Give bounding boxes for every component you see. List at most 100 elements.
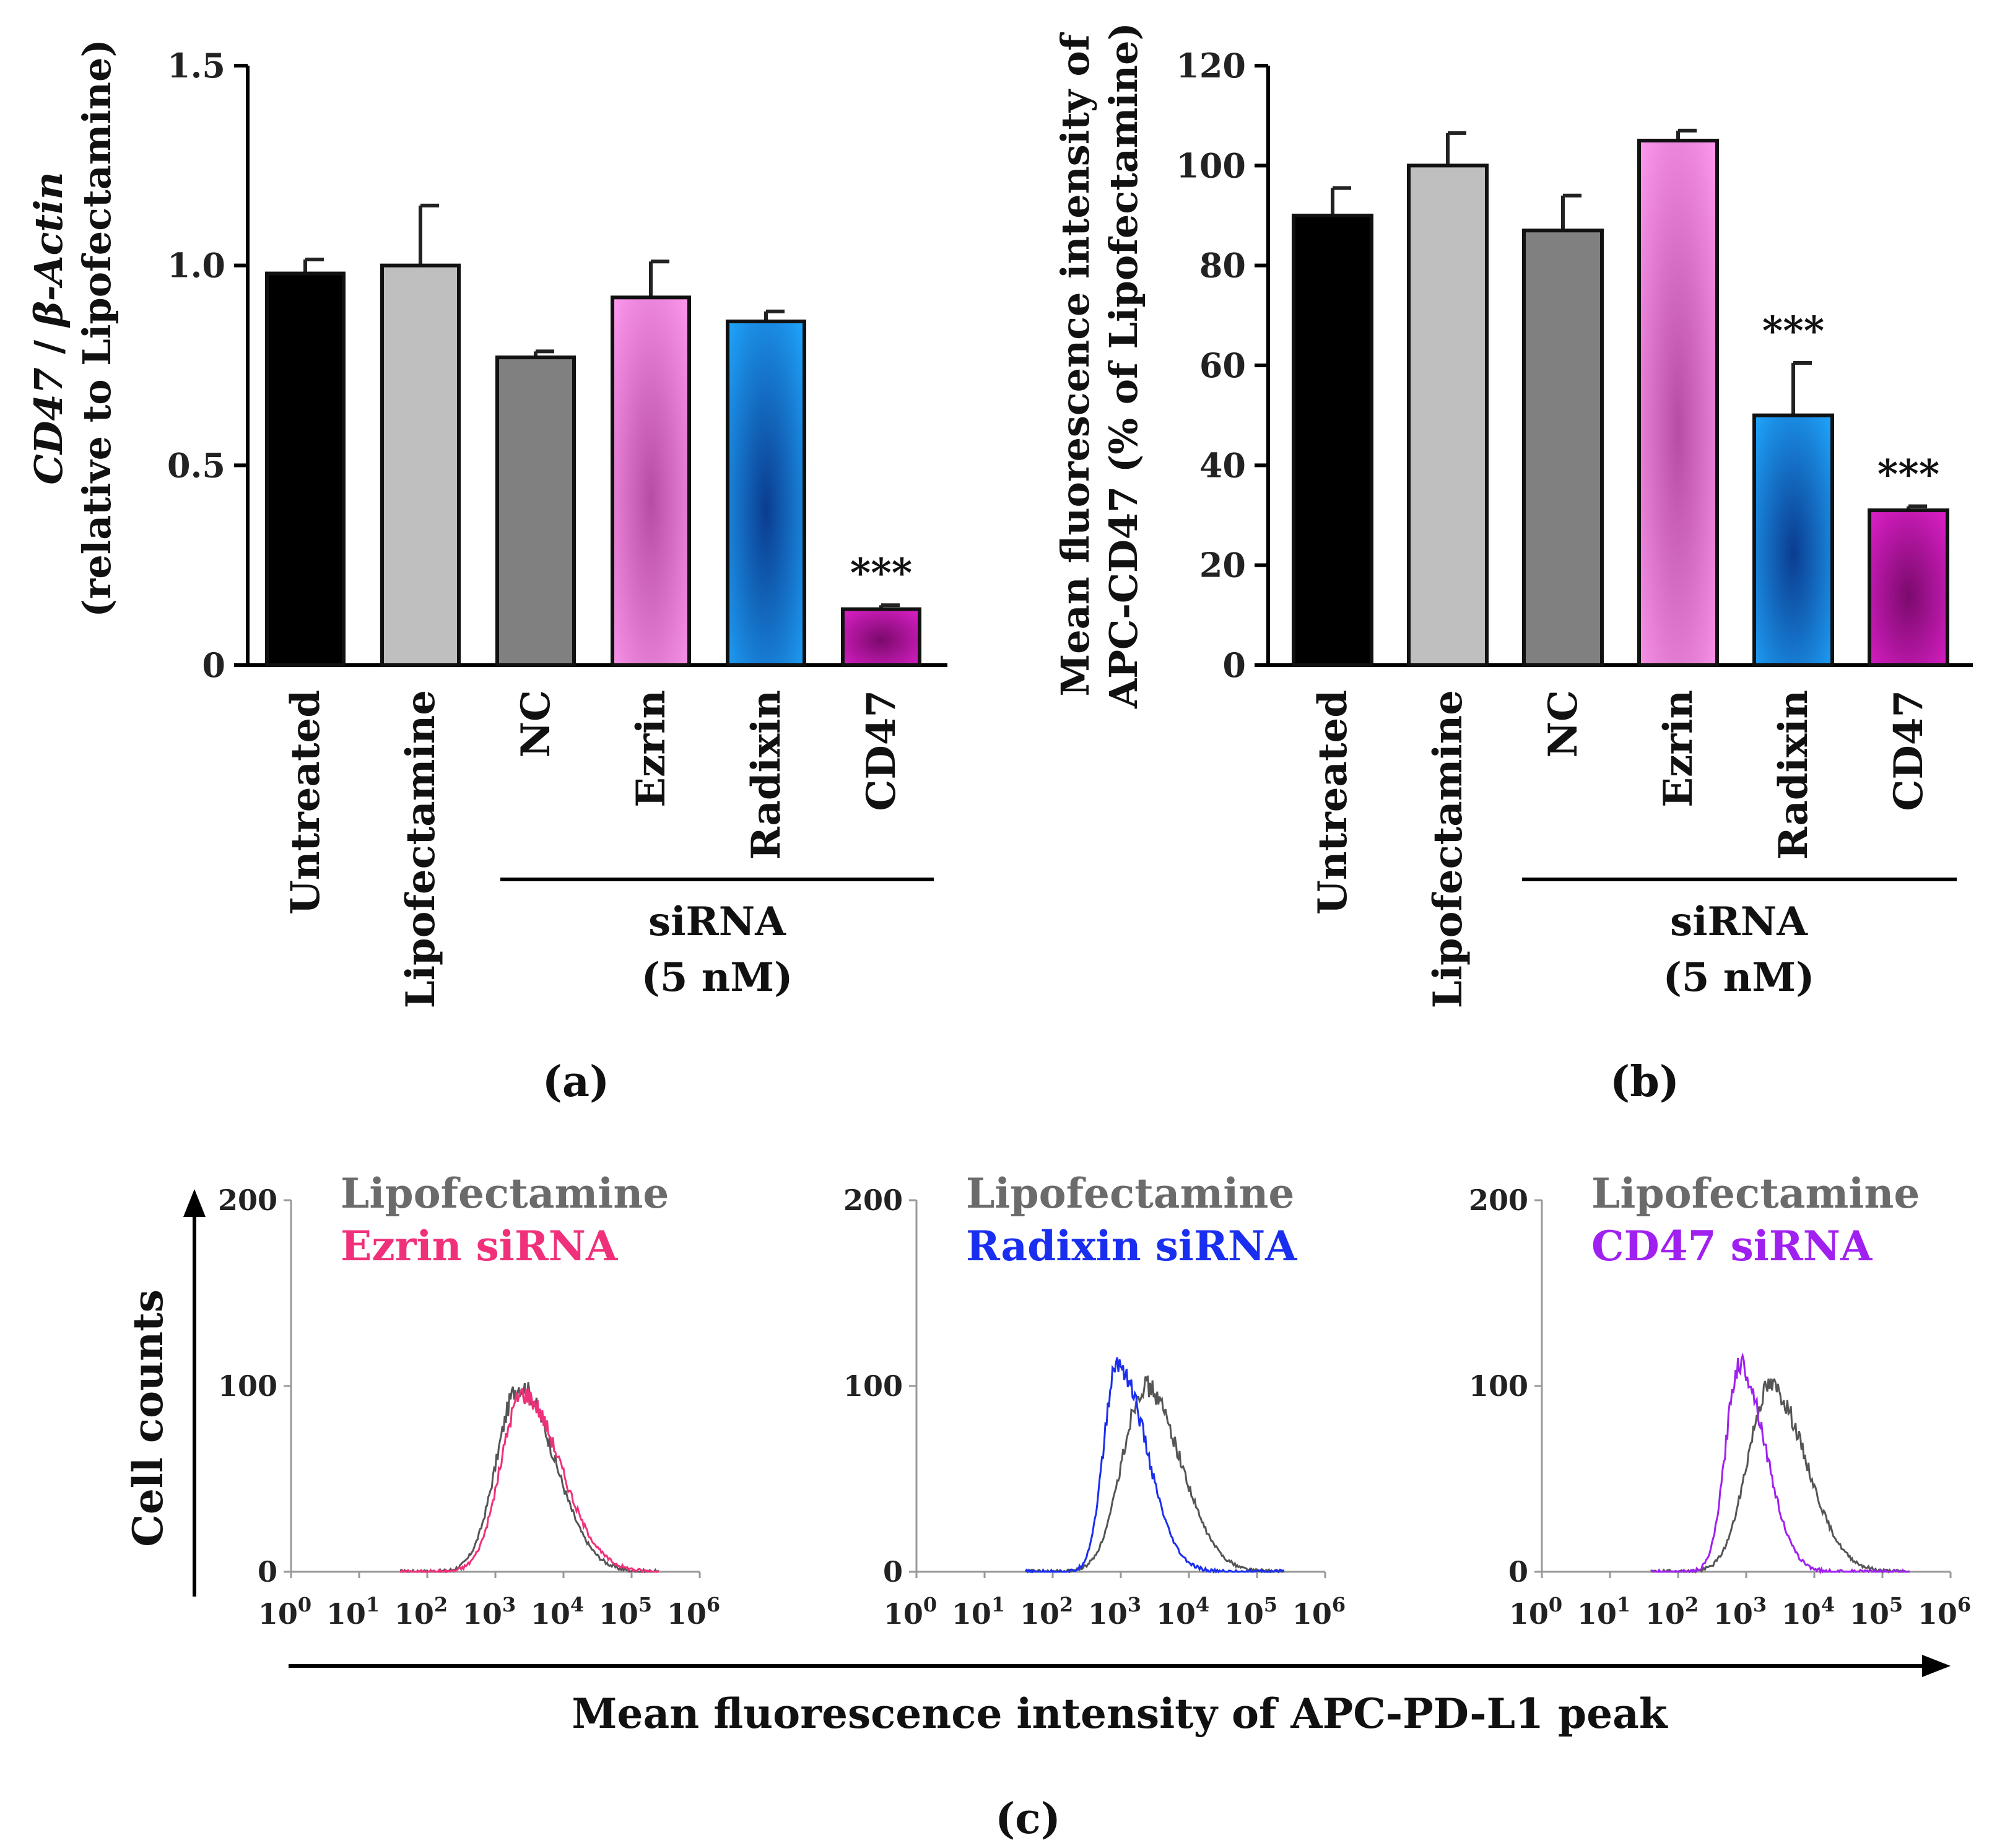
- hist-y-tick-label: 100: [843, 1369, 903, 1403]
- hist-x-tick-label: 100: [1509, 1593, 1562, 1631]
- panel-b-ylabel-line1: Mean fluorescence intensity of: [1053, 32, 1098, 696]
- tick-base: 10: [1850, 1597, 1889, 1631]
- ylabel-cd47: CD47: [26, 367, 71, 484]
- bar-lipofectamine: [1407, 163, 1489, 668]
- tick-base: 10: [1713, 1597, 1753, 1631]
- tick-exponent: 4: [570, 1593, 584, 1616]
- tick-base: 10: [1088, 1597, 1128, 1631]
- tick-exponent: 1: [991, 1593, 1005, 1616]
- category-label: CD47: [1886, 690, 1932, 811]
- tick-exponent: 2: [1059, 1593, 1073, 1616]
- hist-y-tick-label: 100: [1469, 1369, 1528, 1403]
- hist-y-tick-label: 0: [258, 1555, 277, 1589]
- histogram-curve: [400, 1387, 659, 1574]
- tick-base: 10: [952, 1597, 991, 1631]
- y-tick-label: 0.5: [167, 445, 225, 485]
- tick-exponent: 5: [1264, 1593, 1277, 1616]
- tick-exponent: 6: [1332, 1593, 1346, 1616]
- histogram-curve: [1024, 1357, 1284, 1574]
- tick-exponent: 1: [1617, 1593, 1630, 1616]
- hist-x-tick-label: 101: [326, 1593, 380, 1631]
- tick-base: 10: [1292, 1597, 1332, 1631]
- tick-base: 10: [667, 1597, 707, 1631]
- tick-exponent: 3: [1128, 1593, 1141, 1616]
- tick-base: 10: [599, 1597, 638, 1631]
- y-tick-label: 20: [1199, 546, 1246, 585]
- hist-x-tick-label: 106: [1292, 1593, 1346, 1631]
- panel-a-group-label-line2: (5 nM): [642, 954, 793, 1001]
- ylabel-beta-actin: β-Actin: [26, 172, 71, 328]
- tick-exponent: 2: [1685, 1593, 1699, 1616]
- tick-base: 10: [394, 1597, 434, 1631]
- hist-x-tick-label: 105: [1224, 1593, 1277, 1631]
- panel-a-group-label-line1: siRNA: [648, 899, 786, 945]
- legend-treated: Ezrin siRNA: [341, 1222, 618, 1270]
- bar-radixin: [726, 320, 806, 667]
- y-tick-label: 0: [1222, 645, 1246, 685]
- hist-x-tick-label: 100: [884, 1593, 937, 1631]
- tick-exponent: 3: [1753, 1593, 1767, 1616]
- histogram-curve: [1650, 1378, 1910, 1574]
- bar-untreated: [265, 271, 346, 668]
- tick-base: 10: [1918, 1597, 1957, 1631]
- hist-y-tick-label: 0: [883, 1555, 903, 1589]
- histogram-curve: [1025, 1375, 1285, 1574]
- legend-treated: Radixin siRNA: [966, 1222, 1297, 1270]
- category-label: Lipofectamine: [398, 690, 444, 1008]
- bar-untreated: [1292, 214, 1373, 667]
- legend-treated: CD47 siRNA: [1591, 1222, 1873, 1270]
- hist-y-tick-label: 200: [1469, 1183, 1528, 1217]
- hist-y-tick-label: 0: [1508, 1555, 1528, 1589]
- tick-exponent: 5: [1889, 1593, 1903, 1616]
- mfi-arrowhead: [1922, 1655, 1951, 1677]
- cell-counts-arrowhead: [183, 1189, 206, 1217]
- significance-label: ***: [1877, 451, 1939, 497]
- histogram-curve: [1650, 1352, 1910, 1575]
- bar-lipofectamine: [380, 263, 461, 667]
- y-tick-label: 80: [1199, 246, 1246, 285]
- tick-exponent: 6: [1957, 1593, 1971, 1616]
- panel-a-ylabel-line1: CD47 / β-Actin: [26, 172, 71, 484]
- category-label: Untreated: [1310, 690, 1356, 915]
- hist-x-tick-label: 104: [1156, 1593, 1209, 1631]
- hist-x-tick-label: 106: [1918, 1593, 1971, 1631]
- panel-a-bar-chart: CD47 / β-Actin (relative to Lipofectamin…: [26, 39, 947, 1107]
- tick-exponent: 0: [923, 1593, 937, 1616]
- y-tick-label: 60: [1199, 346, 1246, 385]
- ylabel-sep: /: [26, 326, 71, 367]
- hist-x-tick-label: 102: [394, 1593, 448, 1631]
- bar-nc: [1522, 229, 1604, 667]
- y-tick-label: 0: [202, 645, 225, 685]
- hist-y-tick-label: 200: [843, 1183, 903, 1217]
- panel-b-ylabel-line2: APC-CD47 (% of Lipofectamine): [1101, 22, 1146, 709]
- tick-exponent: 5: [638, 1593, 652, 1616]
- y-tick-label: 1.5: [167, 46, 225, 85]
- panel-a-label: (a): [542, 1057, 609, 1107]
- significance-label: ***: [1762, 308, 1824, 354]
- bar-ezrin: [1637, 139, 1719, 667]
- category-label: CD47: [858, 690, 905, 811]
- tick-base: 10: [1156, 1597, 1196, 1631]
- panel-c-label: (c): [995, 1794, 1061, 1844]
- hist-x-tick-label: 106: [667, 1593, 720, 1631]
- hist-x-tick-label: 100: [258, 1593, 311, 1631]
- tick-base: 10: [1509, 1597, 1549, 1631]
- hist-y-tick-label: 100: [218, 1369, 277, 1403]
- tick-exponent: 6: [707, 1593, 720, 1616]
- category-label: Untreated: [282, 690, 329, 915]
- legend-lipofectamine: Lipofectamine: [341, 1169, 669, 1218]
- panel-b-label: (b): [1610, 1057, 1679, 1107]
- category-label: NC: [1540, 690, 1586, 757]
- y-tick-label: 120: [1176, 46, 1246, 85]
- tick-exponent: 0: [1549, 1593, 1562, 1616]
- bar-nc: [495, 355, 576, 667]
- y-tick-label: 1.0: [167, 246, 225, 285]
- hist-x-tick-label: 101: [952, 1593, 1005, 1631]
- hist-x-tick-label: 102: [1645, 1593, 1699, 1631]
- hist-y-tick-label: 200: [218, 1183, 277, 1217]
- tick-exponent: 4: [1196, 1593, 1209, 1616]
